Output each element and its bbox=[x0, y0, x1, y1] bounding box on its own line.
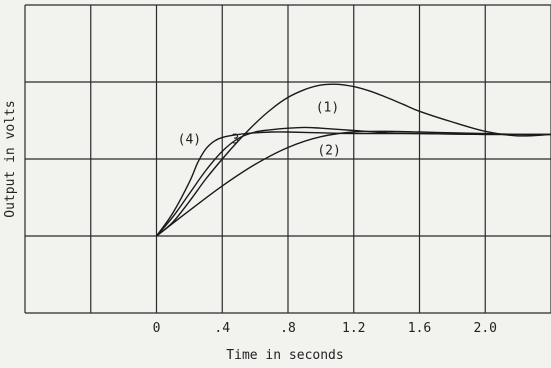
x-tick-label: .4 bbox=[214, 321, 230, 336]
curve-label: 3 bbox=[231, 133, 239, 148]
x-axis-label: Time in seconds bbox=[226, 348, 343, 363]
x-tick-labels: 0 .4 .8 1.2 1.6 2.0 bbox=[153, 321, 497, 336]
x-tick-label: 0 bbox=[153, 321, 161, 336]
x-tick-label: 1.6 bbox=[408, 321, 431, 336]
x-tick-label: 2.0 bbox=[474, 321, 497, 336]
curve-label: (1) bbox=[316, 100, 339, 115]
y-axis-label: Output in volts bbox=[3, 100, 18, 217]
series-1-line bbox=[156, 83, 551, 237]
series-lines bbox=[155, 83, 551, 237]
curve-label: (4) bbox=[178, 133, 201, 148]
series-2-line bbox=[156, 130, 551, 237]
curve-labels: (1) (2) 3 (4) bbox=[178, 100, 341, 158]
grid bbox=[24, 4, 551, 314]
curve-label: (2) bbox=[317, 143, 340, 158]
x-tick-label: .8 bbox=[280, 321, 296, 336]
series-4-line bbox=[155, 131, 551, 237]
x-tick-label: 1.2 bbox=[342, 321, 365, 336]
